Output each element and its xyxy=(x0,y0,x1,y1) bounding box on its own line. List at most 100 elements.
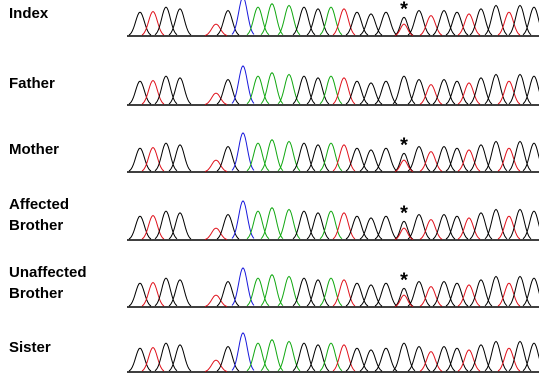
trace-peak xyxy=(375,148,397,171)
trace-peak xyxy=(395,295,413,306)
trace-peak xyxy=(509,209,531,238)
trace-peak xyxy=(247,343,269,371)
trace-peak xyxy=(217,282,239,307)
trace-peak xyxy=(433,11,455,36)
trace-peak xyxy=(155,278,177,306)
trace-peak xyxy=(509,276,531,305)
trace-peak xyxy=(247,143,269,171)
trace-peak xyxy=(320,7,342,35)
variant-marker: * xyxy=(400,202,408,224)
trace-peak xyxy=(433,147,455,172)
trace-peak xyxy=(509,141,531,170)
trace-peak xyxy=(375,348,397,371)
trace-peak xyxy=(169,145,191,171)
trace-peak xyxy=(169,345,191,371)
trace-peak xyxy=(261,340,283,371)
page: {"rows": [ {"label": "Index", "marker": … xyxy=(0,0,539,373)
trace-peak xyxy=(205,295,227,306)
trace-peak xyxy=(375,81,397,104)
trace-peak xyxy=(458,350,480,371)
trace-peak xyxy=(433,80,455,105)
trace-peak xyxy=(155,343,177,371)
trace-peak xyxy=(458,285,480,306)
trace-peak xyxy=(458,150,480,171)
trace-peak xyxy=(498,216,520,239)
trace-peak xyxy=(320,343,342,371)
trace-peak xyxy=(155,7,177,35)
trace-peak xyxy=(433,282,455,307)
trace-peak xyxy=(293,76,315,104)
trace-peak xyxy=(360,83,382,104)
chromatogram-figure: **** xyxy=(0,0,539,373)
trace-peak xyxy=(205,228,227,239)
trace-peak xyxy=(320,76,342,104)
sample-label: Father xyxy=(9,73,121,94)
trace-peak xyxy=(169,213,191,239)
trace-peak xyxy=(217,11,239,36)
trace-peak xyxy=(293,211,315,239)
trace-peak xyxy=(278,5,300,34)
sample-label: Sister xyxy=(9,337,121,358)
trace-peak xyxy=(395,228,413,239)
trace-peak xyxy=(458,83,480,104)
trace-peak xyxy=(169,78,191,104)
trace-peak xyxy=(217,80,239,105)
trace-peak xyxy=(498,81,520,104)
trace-peak xyxy=(375,216,397,239)
trace-peak xyxy=(360,150,382,171)
trace-peak xyxy=(278,141,300,170)
trace-peak xyxy=(261,275,283,306)
trace-peak xyxy=(247,76,269,104)
trace-peak xyxy=(205,160,227,171)
sample-label: Index xyxy=(9,3,121,24)
trace-peak xyxy=(375,283,397,306)
trace-peak xyxy=(320,278,342,306)
trace-peak xyxy=(247,7,269,35)
trace-peak xyxy=(293,343,315,371)
trace-peak xyxy=(293,278,315,306)
trace-peak xyxy=(261,140,283,171)
trace-peak xyxy=(360,350,382,371)
trace-peak xyxy=(498,348,520,371)
trace-peak xyxy=(509,74,531,103)
trace-peak xyxy=(498,283,520,306)
trace-peak xyxy=(217,347,239,372)
trace-peak xyxy=(320,143,342,171)
trace-peak xyxy=(247,211,269,239)
trace-peak xyxy=(205,24,227,35)
trace-peak xyxy=(360,218,382,239)
trace-peak xyxy=(155,211,177,239)
trace-peak xyxy=(485,276,507,305)
trace-peak xyxy=(375,12,397,35)
trace-peak xyxy=(485,5,507,34)
trace-peak xyxy=(261,73,283,104)
trace-peak xyxy=(217,215,239,240)
trace-peak xyxy=(395,160,413,171)
sample-label: Affected Brother xyxy=(9,194,121,236)
trace-peak xyxy=(278,341,300,370)
trace-peak xyxy=(155,76,177,104)
trace-peak xyxy=(509,5,531,34)
trace-peak xyxy=(261,208,283,239)
trace-peak xyxy=(205,93,227,104)
trace-peak xyxy=(498,148,520,171)
trace-peak xyxy=(278,209,300,238)
trace-peak xyxy=(485,341,507,370)
trace-peak xyxy=(293,7,315,35)
trace-peak xyxy=(261,4,283,35)
trace-peak xyxy=(360,285,382,306)
trace-peak xyxy=(393,76,415,104)
variant-marker: * xyxy=(400,134,408,156)
trace-peak xyxy=(485,141,507,170)
trace-peak xyxy=(509,341,531,370)
sample-label: Unaffected Brother xyxy=(9,262,121,304)
trace-peak xyxy=(169,280,191,306)
trace-peak xyxy=(360,14,382,35)
trace-peak xyxy=(293,143,315,171)
trace-peak xyxy=(498,12,520,35)
trace-peak xyxy=(458,14,480,35)
trace-peak xyxy=(278,74,300,103)
trace-peak xyxy=(278,276,300,305)
trace-peak xyxy=(217,147,239,172)
trace-peak xyxy=(485,209,507,238)
